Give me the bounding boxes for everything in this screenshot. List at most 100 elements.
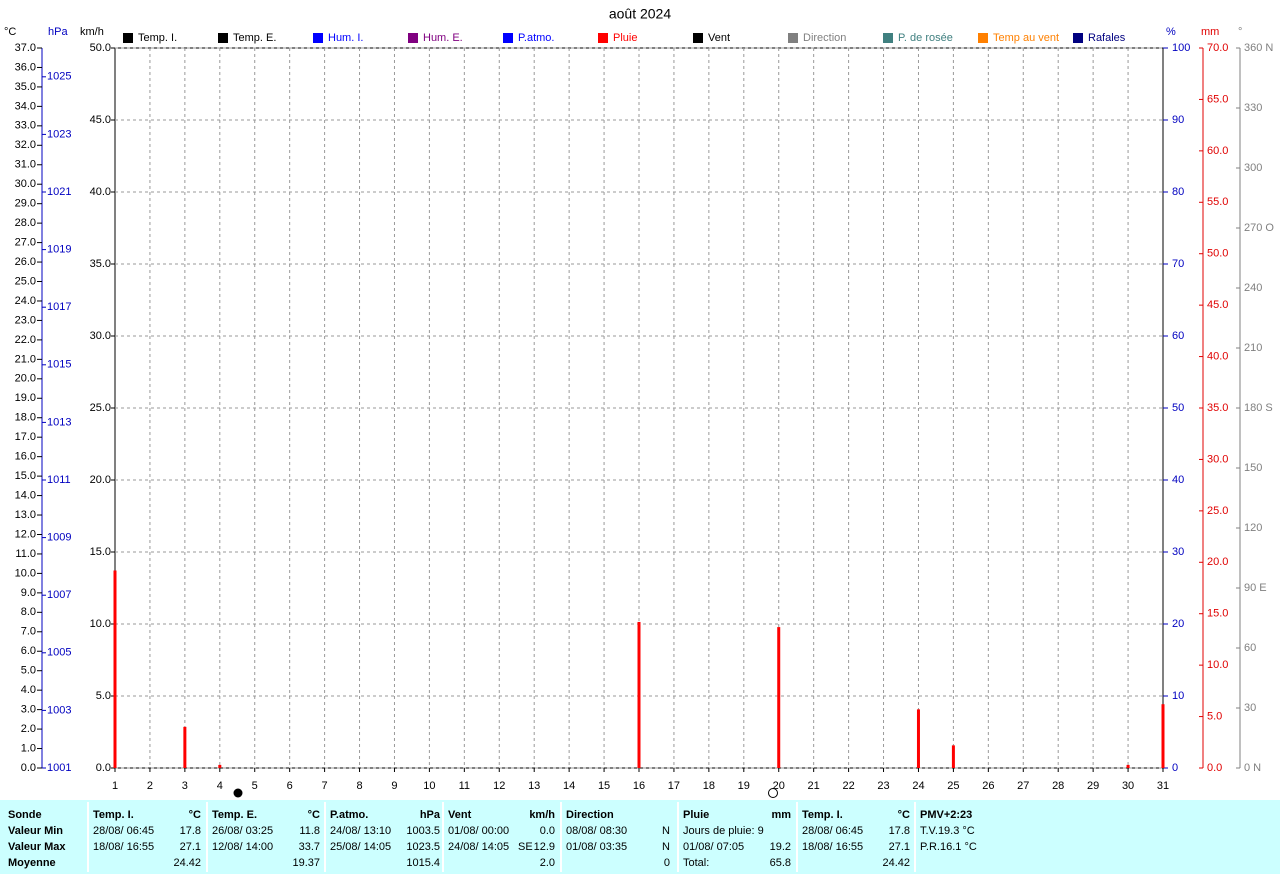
y-tick-label: 25.0 [90,402,111,414]
row-label: Valeur Min [8,825,63,837]
y-tick-label: 1.0 [21,742,36,754]
cell-value: 11.8 [299,825,320,837]
cell-value: 27.1 [889,841,910,853]
rain-bar [113,570,117,768]
y-tick-label: 12.0 [15,528,36,540]
cell-text: 01/08/ 03:35 [566,841,627,853]
y-tick-label: 1011 [47,474,71,486]
axis-title: ° [1238,26,1242,38]
cell-text: T.V.19.3 °C [920,825,975,837]
y-tick-label: 70 [1172,258,1184,270]
x-tick-label: 22 [842,780,854,792]
y-tick-label: 13.0 [15,509,36,521]
y-tick-label: 15.0 [15,470,36,482]
legend-label: Rafales [1088,32,1126,44]
x-tick-label: 7 [322,780,328,792]
y-tick-label: 150 [1244,462,1262,474]
y-tick-label: 5.0 [96,690,111,702]
y-tick-label: 90 E [1244,582,1267,594]
full-moon-icon [768,788,778,798]
column-unit: °C [308,809,320,821]
x-tick-label: 5 [252,780,258,792]
cell-value: 65.8 [770,857,791,869]
y-tick-label: 180 S [1244,402,1273,414]
y-tick-label: 22.0 [15,334,36,346]
rain-bar [1161,704,1165,768]
cell-text: Total: [683,857,709,869]
legend-label: Direction [803,32,846,44]
x-tick-label: 14 [563,780,575,792]
cell-text: 18/08/ 16:55 [93,841,154,853]
x-tick-label: 30 [1122,780,1134,792]
axis-title: °C [4,26,16,38]
y-tick-label: 34.0 [15,100,36,112]
cell-value: 1023.5 [406,841,440,853]
cell-value: 17.8 [889,825,910,837]
y-tick-label: 20.0 [1207,556,1228,568]
y-tick-label: 15.0 [90,546,111,558]
legend-label: Vent [708,32,730,44]
cell-text: Jours de pluie: 9 [683,825,764,837]
x-tick-label: 25 [947,780,959,792]
y-tick-label: 1017 [47,301,71,313]
cell-value: 1003.5 [406,825,440,837]
axis-title: km/h [80,26,104,38]
y-tick-label: 45.0 [90,114,111,126]
chart-title: août 2024 [609,6,671,22]
y-tick-label: 90 [1172,114,1184,126]
y-tick-label: 14.0 [15,489,36,501]
y-tick-label: 36.0 [15,61,36,73]
y-tick-label: 100 [1172,42,1190,54]
x-tick-label: 27 [1017,780,1029,792]
cell-text: SE [518,841,533,853]
x-tick-label: 18 [703,780,715,792]
y-tick-label: 1007 [47,589,71,601]
legend-label: Pluie [613,32,637,44]
y-tick-label: 1001 [47,762,71,774]
y-tick-label: 30.0 [90,330,111,342]
y-tick-label: 30 [1172,546,1184,558]
y-tick-label: 60 [1244,642,1256,654]
y-tick-label: 15.0 [1207,608,1228,620]
y-tick-label: 16.0 [15,451,36,463]
legend-label: Temp. E. [233,32,276,44]
column-header: Temp. I. [802,809,843,821]
x-tick-label: 29 [1087,780,1099,792]
column-header: P.atmo. [330,809,368,821]
column-unit: km/h [529,809,555,821]
y-tick-label: 60.0 [1207,145,1228,157]
x-tick-label: 1 [112,780,118,792]
y-tick-label: 80 [1172,186,1184,198]
cell-value: 24.42 [882,857,910,869]
y-tick-label: 1013 [47,416,71,428]
x-tick-label: 13 [528,780,540,792]
cell-text: 18/08/ 16:55 [802,841,863,853]
y-tick-label: 11.0 [15,548,36,560]
cell-value: 33.7 [299,841,320,853]
rain-bar [183,726,187,768]
y-tick-label: 40 [1172,474,1184,486]
column-unit: mm [771,809,791,821]
axis-title: hPa [48,26,68,38]
y-tick-label: 35.0 [1207,402,1228,414]
y-tick-label: 120 [1244,522,1262,534]
y-tick-label: 25.0 [1207,505,1228,517]
y-tick-label: 30.0 [15,178,36,190]
y-tick-label: 1025 [47,71,71,83]
rain-bar [777,627,781,768]
y-tick-label: 2.0 [21,723,36,735]
cell-value: N [662,825,670,837]
legend-label: P. de rosée [898,32,953,44]
cell-text: 26/08/ 03:25 [212,825,273,837]
row-label: Sonde [8,809,42,821]
legend-swatch [978,33,988,43]
y-tick-label: 1005 [47,647,71,659]
y-tick-label: 210 [1244,342,1262,354]
y-tick-label: 60 [1172,330,1184,342]
column-header: Direction [566,809,614,821]
y-tick-label: 20.0 [90,474,111,486]
x-tick-label: 12 [493,780,505,792]
y-tick-label: 40.0 [90,186,111,198]
column-header: Temp. I. [93,809,134,821]
